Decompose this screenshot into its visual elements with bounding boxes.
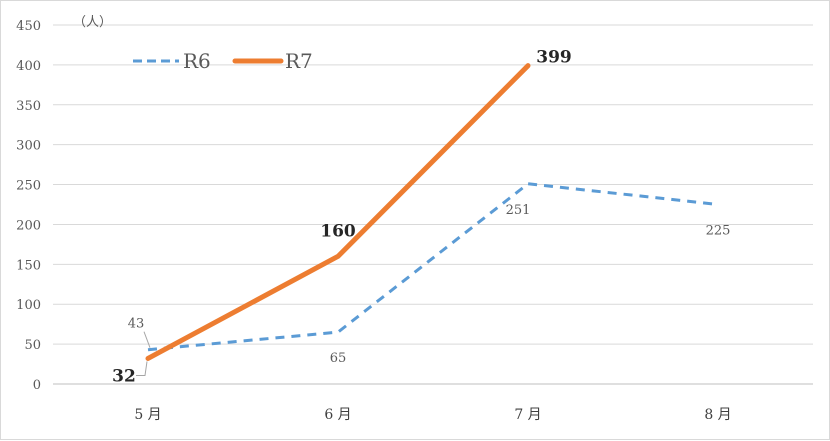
- x-axis: 5 月 6 月 7 月 8 月: [134, 407, 731, 423]
- data-label-r7: 160: [320, 221, 356, 241]
- y-tick-label: 350: [16, 99, 41, 114]
- gridlines: [53, 24, 813, 385]
- y-tick-label: 50: [24, 338, 41, 353]
- data-label-r6: 225: [706, 224, 731, 239]
- y-tick-label: 250: [16, 179, 41, 194]
- y-tick-label: 400: [16, 59, 41, 74]
- y-tick-label: 200: [16, 218, 41, 233]
- y-tick-label: 100: [16, 298, 41, 313]
- y-unit-label: （人）: [73, 15, 112, 30]
- leader-line: [143, 331, 151, 348]
- legend-label-r7: R7: [285, 49, 313, 73]
- data-label-r7: 399: [536, 48, 572, 68]
- data-label-r6: 251: [506, 203, 531, 218]
- y-tick-label: 150: [16, 258, 41, 273]
- series-lines: [145, 63, 719, 361]
- y-tick-label: 450: [16, 19, 41, 34]
- data-label-r6: 65: [330, 351, 347, 366]
- legend-label-r6: R6: [183, 49, 211, 73]
- series-line-r7: [145, 63, 531, 361]
- x-tick-label: 7 月: [514, 407, 541, 423]
- data-labels: 43 65 251 225 32 160 399: [112, 48, 730, 387]
- x-tick-label: 8 月: [704, 407, 731, 423]
- leader-line: [136, 361, 148, 376]
- y-axis: 0 50 100 150 200 250 300 350 400 450: [16, 19, 41, 393]
- x-tick-label: 6 月: [324, 407, 351, 423]
- legend: R6 R7: [133, 49, 313, 73]
- y-tick-label: 0: [33, 378, 41, 393]
- data-label-r7: 32: [112, 366, 136, 386]
- series-line-r6: [147, 182, 719, 352]
- x-tick-label: 5 月: [134, 407, 161, 423]
- data-label-r6: 43: [128, 317, 145, 332]
- y-tick-label: 300: [16, 139, 41, 154]
